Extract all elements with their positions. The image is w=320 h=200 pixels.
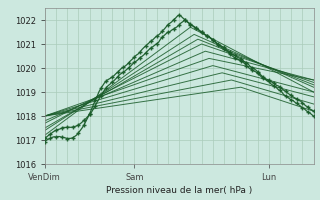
X-axis label: Pression niveau de la mer( hPa ): Pression niveau de la mer( hPa ) — [106, 186, 252, 195]
